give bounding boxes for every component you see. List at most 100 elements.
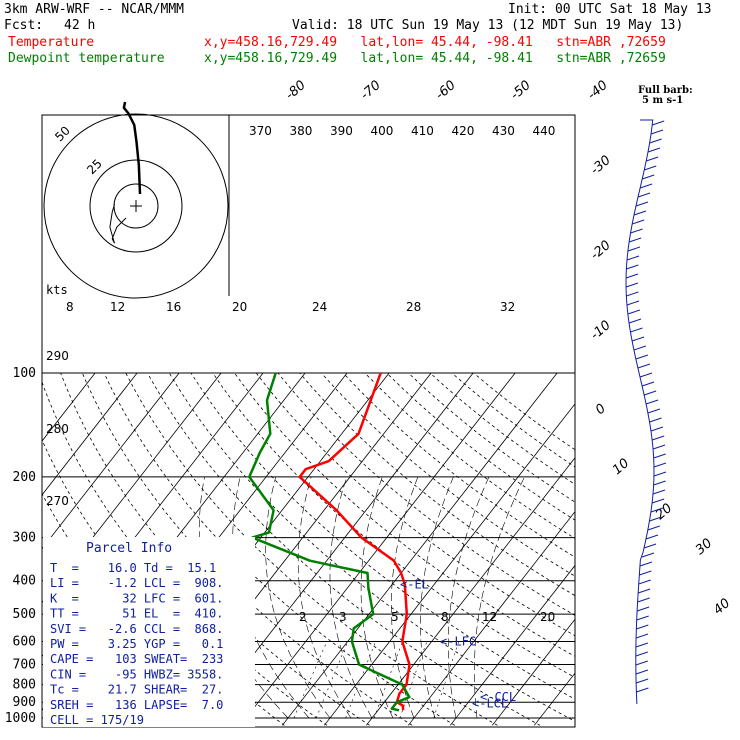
mixing-ratio-line [315,641,349,719]
wind-barb [635,651,648,657]
wind-barb [637,363,651,369]
wind-barb [652,489,666,495]
parcel-info-box [43,537,255,727]
isotherm-label: -40 [585,78,611,103]
wind-barb [635,678,649,684]
level-label: <-LCL [472,697,508,711]
parcel-info-panel: Parcel Info T = 16.0 Td = 15.1LI = -1.2 … [43,537,255,727]
parcel-info-row: CIN = -95 HWBZ= 3558. [50,667,223,681]
isotherm-label: 30 [693,536,715,558]
wind-barb [653,462,667,468]
isotherm-line [491,618,575,726]
dry-adiabat [234,372,575,657]
sounding-traces [248,372,411,712]
moist-adiabat [474,476,525,719]
wind-barb [628,318,642,324]
parcel-info-row: T = 16.0 Td = 15.1 [50,561,216,575]
fcst-label: Fcst: [4,18,44,33]
isotherm-label: 20 [653,501,675,523]
wind-barb [653,453,666,459]
hodograph-speed-label: 8 [66,300,74,314]
dry-adiabat [255,372,575,637]
hodograph-units: kts [46,283,68,297]
wind-barb [646,156,659,162]
hodograph-lowlevel-trace [109,204,127,244]
dry-adiabat [212,372,575,678]
wind-barb [625,282,639,288]
hodograph-speed-label: 12 [110,300,125,314]
fcst-value: 42 h [64,18,96,33]
dry-adiabat [277,372,575,616]
barb-legend-value: 5 m s-1 [642,95,683,106]
wind-barb [653,471,667,477]
wind-barb [630,228,643,234]
isotherm-line [407,510,575,726]
wind-barb [647,525,660,531]
theta-label: 440 [533,124,556,138]
wind-barb [627,309,641,315]
wind-barb [650,507,664,513]
moist-adiabat [448,476,490,719]
dewpoint-trace [248,372,411,712]
temperature-label: Temperature [8,35,95,50]
thermo-grid [42,372,575,726]
wind-barb [653,480,666,486]
model-title: 3km ARW-WRF -- NCAR/MMM [4,2,185,17]
wind-barb [635,660,648,666]
wind-barb [637,588,651,594]
wind-barb [639,570,652,576]
wind-barb [647,147,661,153]
isotherm-line [365,457,575,726]
pressure-label: 1000 [5,711,36,726]
mixing-ratio-label: 2 [299,610,307,624]
parcel-info-title: Parcel Info [86,541,172,556]
temperature-location: x,y=458.16,729.49 lat,lon= 45.44, -98.41… [204,35,666,50]
wind-barb [652,120,665,126]
parcel-info-row: SVI = -2.6 CCL = 868. [50,622,223,636]
mixing-ratio-line [433,641,460,719]
dry-adiabat [408,372,575,503]
isotherm-label: 40 [711,596,733,618]
hodograph-speed-label: 16 [166,300,181,314]
wind-barb [636,624,649,630]
pressure-label: 700 [13,658,36,673]
mixing-ratio-label: 8 [441,610,449,624]
wind-barb [649,516,662,522]
wind-barb [627,246,641,252]
isotherm-line [42,372,96,442]
isotherm-label: -70 [358,78,384,103]
moist-adiabat [329,476,373,719]
theta-label: 380 [290,124,313,138]
valid-time: Valid: 18 UTC Sun 19 May 13 (12 MDT Sun … [292,18,684,33]
wind-barb [636,615,649,621]
parcel-info-row: CELL = 175/19 [50,713,144,727]
isotherm-line [281,372,558,726]
wind-barb [651,498,665,504]
wind-barb [643,543,657,549]
header: 3km ARW-WRF -- NCAR/MMM Init: 00 UTC Sat… [0,0,740,68]
pressure-label: 800 [13,678,36,693]
wind-barb [633,210,647,216]
wind-barb [632,219,645,225]
dry-adiabat [190,372,575,700]
dry-adiabat [364,372,575,539]
isotherm-line [42,372,180,550]
theta-label: 420 [452,124,475,138]
wind-barb [635,354,649,360]
isotherm-label: 0 [593,401,609,418]
plot-frame [41,114,576,728]
wind-barb [641,552,655,558]
isotherm-label: -50 [508,78,534,103]
pressure-label: 600 [13,634,36,649]
barb-legend-title: Full barb: [638,85,693,96]
pressure-label: 900 [13,695,36,710]
wind-barb [635,642,649,648]
isotherm-line [323,403,575,726]
wind-barbs: Full barb:5 m s-1 [625,85,693,705]
hodograph-speed-label: 28 [406,300,421,314]
theta-label: 370 [249,124,272,138]
isotherm-label: -80 [283,78,309,103]
isotherm-label: 10 [610,456,632,478]
dry-adiabat [168,372,575,722]
level-label: <-EL [400,577,429,591]
